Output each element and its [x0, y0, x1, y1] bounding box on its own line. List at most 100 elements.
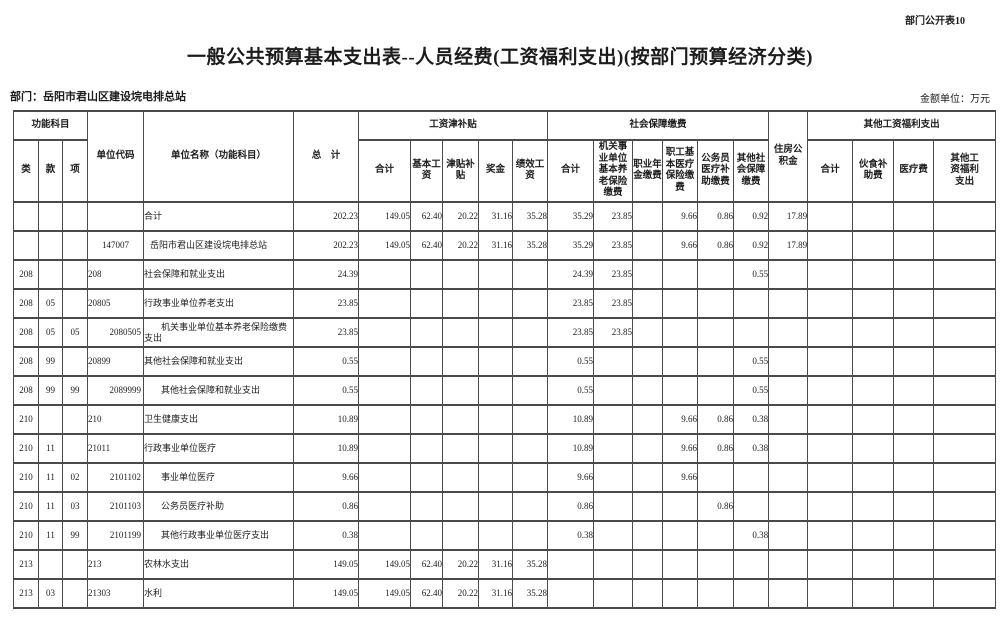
cell-value	[662, 578, 699, 609]
cell-value	[807, 549, 854, 580]
cell-value	[662, 549, 699, 580]
cell-value	[478, 317, 514, 348]
cell-value	[442, 462, 480, 493]
cell-value	[933, 549, 997, 580]
cell-value: 20.22	[442, 549, 480, 580]
cell-value	[547, 549, 595, 580]
cell-item	[61, 201, 89, 232]
cell-value: 0.55	[733, 346, 770, 377]
cell-value: 20.22	[442, 201, 480, 232]
cell-value: 202.23	[293, 201, 360, 232]
cell-value	[593, 520, 634, 551]
cell-unit-name: 机关事业单位基本养老保险缴费 支出	[143, 317, 295, 348]
cell-value: 9.66	[547, 462, 595, 493]
cell-value: 9.66	[293, 462, 360, 493]
cell-class: 210	[13, 433, 39, 464]
table-row: 213 03 21303 水利 149.05 149.05 62.40 20.22 31.16 3…	[13, 578, 997, 609]
cell-value	[632, 317, 664, 348]
table-row: 208 05 20805 行政事业单位养老支出 23.85 23.85 23.85	[13, 288, 997, 319]
cell-value	[933, 317, 997, 348]
cell-section: 11	[38, 462, 63, 493]
cell-value	[733, 578, 770, 609]
cell-value	[512, 317, 549, 348]
cell-value	[512, 462, 549, 493]
cell-value	[893, 549, 935, 580]
page-title: 一般公共预算基本支出表--人员经费(工资福利支出)(按部门预算经济分类)	[187, 47, 813, 68]
cell-value: 9.66	[662, 404, 699, 435]
cell-unit-name: 其他社会保障和就业支出	[143, 346, 295, 377]
cell-value: 149.05	[293, 578, 360, 609]
cell-value	[512, 433, 549, 464]
cell-value	[807, 491, 854, 522]
cell-value	[697, 317, 735, 348]
cell-value	[807, 404, 854, 435]
cell-value: 62.40	[410, 549, 444, 580]
budget-table: 功能科目 单位代码 单位名称（功能科目） 总 计 工资津补贴 社会保障缴费 住房…	[12, 110, 997, 609]
cell-value: 23.85	[293, 317, 360, 348]
cell-value	[512, 404, 549, 435]
cell-value	[358, 520, 412, 551]
cell-value: 17.89	[768, 201, 809, 232]
header-other-social: 其他社 会保障 缴费	[733, 139, 770, 203]
cell-value	[410, 346, 444, 377]
cell-value	[697, 578, 735, 609]
cell-value	[478, 375, 514, 406]
cell-value: 149.05	[358, 230, 412, 261]
cell-value: 23.85	[593, 201, 634, 232]
header-unit-code: 单位代码	[87, 110, 145, 203]
cell-value: 31.16	[478, 230, 514, 261]
cell-unit-name: 社会保障和就业支出	[143, 259, 295, 290]
cell-value	[893, 491, 935, 522]
cell-value	[768, 433, 809, 464]
cell-value	[893, 433, 935, 464]
doc-label: 部门公开表10	[905, 16, 965, 27]
table-row: 210 11 99 2101199 其他行政事业单位医疗支出 0.38 0.38 0.38	[13, 520, 997, 551]
cell-value: 0.86	[697, 491, 735, 522]
cell-value	[933, 201, 997, 232]
cell-value	[807, 520, 854, 551]
cell-value	[852, 433, 895, 464]
cell-value	[733, 549, 770, 580]
cell-value: 0.55	[293, 346, 360, 377]
cell-value	[358, 317, 412, 348]
cell-value: 9.66	[662, 462, 699, 493]
cell-unit-name: 行政事业单位医疗	[143, 433, 295, 464]
cell-value	[593, 404, 634, 435]
table-row: 210 11 21011 行政事业单位医疗 10.89 10.89 9.66 0.86 0.38	[13, 433, 997, 464]
cell-value: 35.29	[547, 201, 595, 232]
header-bonus: 奖金	[478, 139, 514, 203]
cell-class: 210	[13, 462, 39, 493]
cell-value	[442, 433, 480, 464]
cell-value: 0.55	[733, 259, 770, 290]
cell-section	[38, 201, 63, 232]
cell-item	[61, 346, 89, 377]
cell-section: 03	[38, 578, 63, 609]
cell-value	[512, 259, 549, 290]
unit-note: 金额单位：万元	[920, 94, 990, 105]
cell-value: 0.38	[733, 404, 770, 435]
cell-value	[512, 375, 549, 406]
cell-value	[358, 404, 412, 435]
cell-value	[697, 520, 735, 551]
cell-value	[852, 462, 895, 493]
cell-value	[807, 288, 854, 319]
cell-class	[13, 201, 39, 232]
cell-value	[593, 491, 634, 522]
header-class: 类	[13, 139, 39, 203]
cell-unit-name: 水利	[143, 578, 295, 609]
cell-value	[512, 491, 549, 522]
cell-value	[852, 259, 895, 290]
cell-value	[410, 288, 444, 319]
cell-value: 35.28	[512, 578, 549, 609]
cell-value	[442, 259, 480, 290]
header-row-groups: 功能科目 单位代码 单位名称（功能科目） 总 计 工资津补贴 社会保障缴费 住房…	[12, 110, 997, 203]
table-row: 208 208 社会保障和就业支出 24.39 24.39 23.85 0.55	[13, 259, 997, 290]
cell-value	[593, 578, 634, 609]
cell-value	[893, 346, 935, 377]
cell-class: 210	[13, 520, 39, 551]
cell-value	[893, 201, 935, 232]
cell-value	[933, 433, 997, 464]
header-food-subsidy: 伙食补 助费	[852, 139, 895, 203]
cell-value	[632, 230, 664, 261]
cell-value	[893, 375, 935, 406]
